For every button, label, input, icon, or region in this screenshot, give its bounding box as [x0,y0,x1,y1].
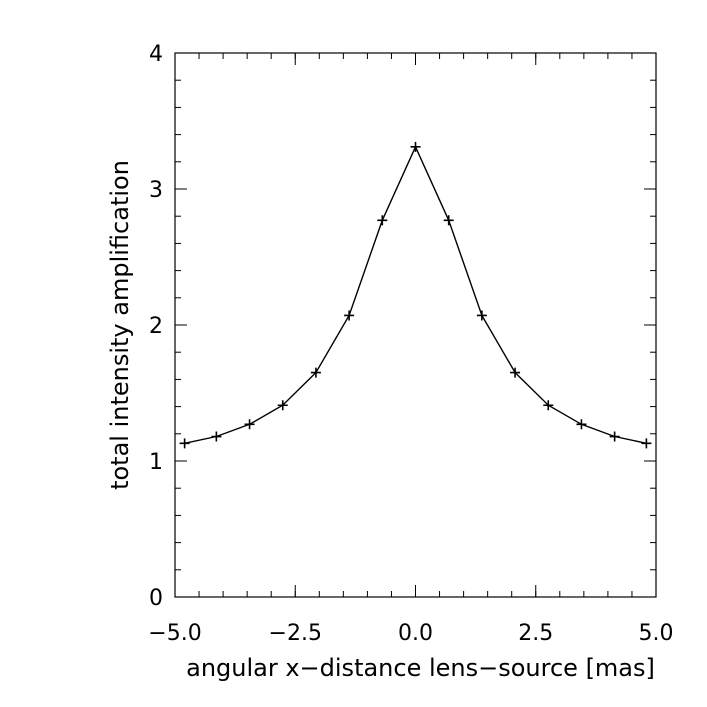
data-point-marker [211,431,222,442]
data-point-marker [310,367,321,378]
data-point-marker [510,367,521,378]
plot-frame [174,52,657,598]
y-tick-label: 0 [149,586,163,611]
y-tick-label: 2 [149,314,163,339]
x-tick-label: 5.0 [639,621,674,646]
data-point-marker [543,400,554,411]
series-line [184,145,647,444]
data-point-marker [576,419,587,430]
y-tick-label: 4 [149,42,163,67]
data-point-marker [179,438,190,449]
x-tick-label: 2.5 [518,621,553,646]
data-point-marker [244,419,255,430]
data-point-marker [609,431,620,442]
x-tick-label: −2.5 [269,621,322,646]
data-point-marker [377,215,388,226]
y-axis-title: total intensity amplification [106,160,134,490]
tick-labels: −5.0 −2.5 0.0 2.5 5.0 0 1 2 3 4 [148,42,673,646]
x-tick-label: −5.0 [148,621,201,646]
data-point-marker [443,215,454,226]
data-point-marker [277,400,288,411]
data-point-marker [476,310,487,321]
y-tick-label: 1 [149,450,163,475]
series-layer [179,141,652,449]
minor-ticks [175,53,656,597]
y-tick-label: 3 [149,178,163,203]
data-point-marker [344,310,355,321]
major-ticks [174,52,657,598]
x-axis-title: angular x−distance lens−source [mas] [186,654,655,682]
data-point-marker [641,438,652,449]
x-tick-label: 0.0 [398,621,433,646]
data-point-marker [410,141,421,152]
